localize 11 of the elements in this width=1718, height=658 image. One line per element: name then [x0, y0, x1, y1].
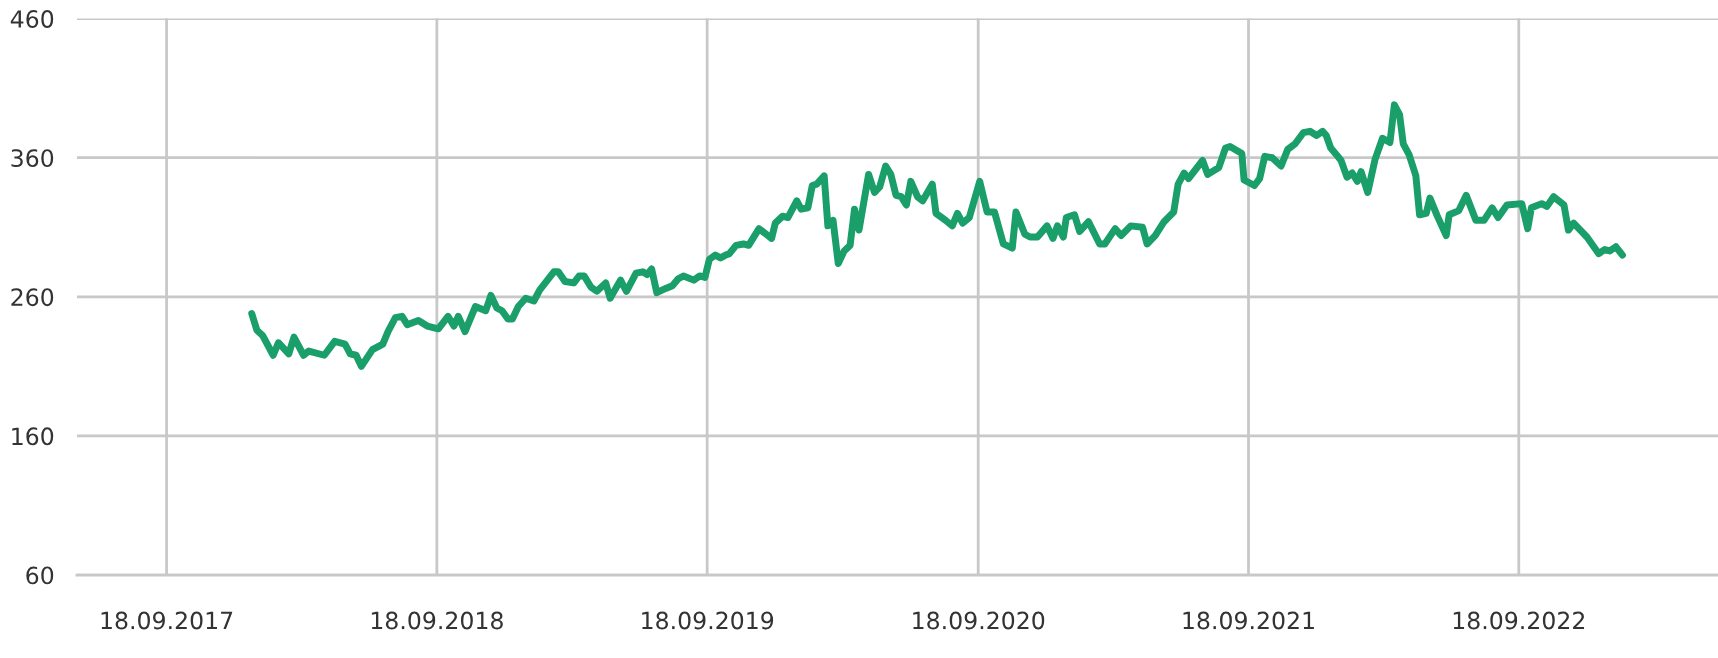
y-tick-label: 260: [11, 288, 54, 307]
x-tick-label: 18.09.2020: [913, 611, 1045, 630]
x-tick-label: 18.09.2019: [642, 611, 774, 630]
x-tick-label: 18.09.2021: [1183, 611, 1314, 630]
y-tick-label: 160: [12, 427, 54, 446]
y-tick-label: 360: [11, 149, 54, 168]
y-tick-label: 60: [26, 566, 54, 585]
y-tick-label: 460: [10, 10, 54, 28]
x-tick-label: 18.09.2022: [1453, 611, 1585, 630]
x-tick-label: 18.09.2017: [101, 611, 233, 630]
x-tick-label: 18.09.2018: [371, 611, 503, 630]
